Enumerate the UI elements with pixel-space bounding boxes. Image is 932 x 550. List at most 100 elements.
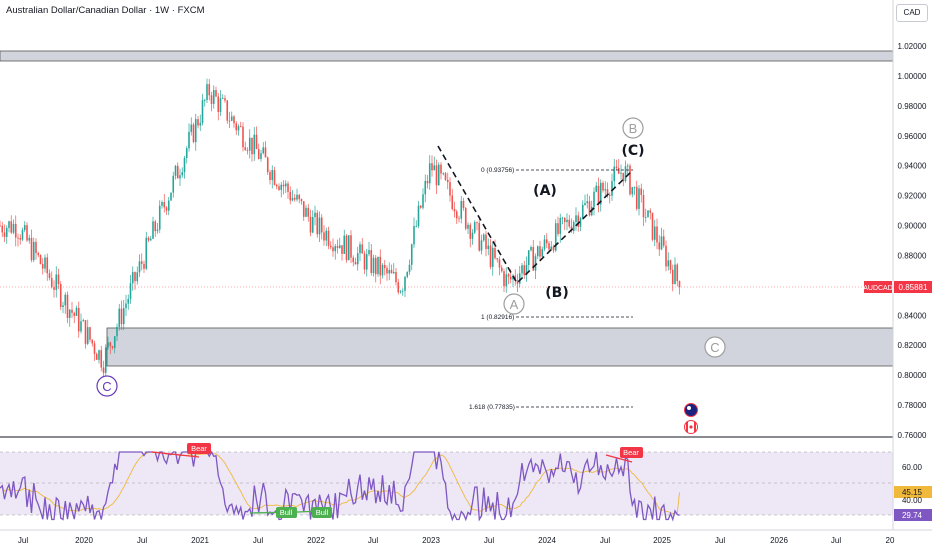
- candle-body: [120, 308, 123, 325]
- candle-body: [149, 238, 152, 241]
- candle-body: [122, 308, 125, 325]
- top-zone: [0, 50, 894, 62]
- currency-button[interactable]: CAD: [896, 4, 928, 22]
- candle-body: [14, 223, 17, 238]
- candle-body: [444, 173, 447, 180]
- bull-label-2: Bull: [312, 507, 332, 518]
- candle-body: [435, 165, 438, 186]
- candle-body: [156, 229, 159, 232]
- candle-body: [170, 192, 172, 201]
- candle-body: [212, 90, 215, 104]
- candle-body: [332, 247, 334, 252]
- candle-body: [471, 232, 474, 239]
- candle-body: [203, 99, 206, 101]
- candle-body: [381, 264, 384, 276]
- candle-body: [446, 179, 449, 183]
- candle-body: [613, 166, 616, 182]
- candle-body: [635, 186, 638, 209]
- au-flag-icon[interactable]: [684, 403, 698, 417]
- candle-body: [208, 84, 211, 96]
- candle-body: [638, 188, 640, 209]
- candle-body: [50, 278, 53, 288]
- candle-body: [251, 137, 253, 155]
- candle-body: [298, 194, 301, 200]
- price-tick-label: 0.82000: [898, 341, 927, 350]
- candle-body: [215, 90, 217, 97]
- candle-body: [48, 273, 51, 279]
- candle-body: [532, 246, 535, 271]
- candle-body: [284, 183, 287, 187]
- candle-body: [487, 245, 490, 250]
- candle-body: [188, 131, 190, 149]
- ca-flag-icon[interactable]: [684, 420, 698, 434]
- candle-body: [35, 241, 37, 253]
- candle-body: [575, 215, 577, 222]
- circle-label-c-future: C: [704, 336, 726, 358]
- rsi-tick-60: 60.00: [902, 463, 923, 472]
- candle-body: [152, 221, 154, 239]
- candle-body: [568, 219, 571, 227]
- candle-body: [98, 350, 100, 360]
- candle-body: [660, 236, 663, 250]
- candle-body: [399, 291, 402, 293]
- candle-body: [514, 275, 517, 281]
- candle-body: [566, 219, 568, 223]
- candle-body: [525, 264, 528, 276]
- price-tick-label: 0.78000: [898, 401, 927, 410]
- candle-body: [109, 342, 112, 347]
- bear-label-1: Bear: [187, 443, 211, 454]
- candle-body: [73, 312, 76, 316]
- price-tick-label: 0.98000: [898, 102, 927, 111]
- wave-label-a-paren: (A): [533, 183, 557, 199]
- svg-text:AUDCAD: AUDCAD: [863, 285, 893, 292]
- candle-body: [620, 172, 622, 174]
- candle-body: [359, 244, 361, 254]
- candle-body: [505, 274, 508, 287]
- price-tick-label: 0.80000: [898, 371, 927, 380]
- wave-label-b-paren: (B): [545, 285, 568, 301]
- candle-body: [431, 163, 433, 171]
- candle-body: [458, 218, 460, 220]
- time-tick-label: Jul: [137, 536, 147, 545]
- time-axis[interactable]: Jul 2020 Jul 2021 Jul 2022 Jul 2023 Jul 2024 Jul 20…: [18, 536, 895, 545]
- candle-body: [640, 188, 643, 195]
- candle-body: [275, 184, 278, 187]
- price-tick-label: 1.02000: [898, 42, 927, 51]
- candle-body: [334, 246, 337, 252]
- candle-body: [667, 260, 670, 267]
- candle-body: [388, 269, 391, 274]
- candle-body: [138, 261, 141, 273]
- candle-body: [318, 217, 321, 235]
- candle-body: [68, 309, 71, 318]
- candle-body: [167, 200, 170, 211]
- candle-body: [449, 182, 451, 196]
- price-axis[interactable]: 1.02000 1.00000 0.98000 0.96000 0.94000 0.920…: [898, 42, 927, 440]
- time-tick-label: Jul: [253, 536, 263, 545]
- price-tick-label: 0.76000: [898, 431, 927, 440]
- candle-body: [273, 170, 276, 185]
- fib-1618-label: 1.618 (0.77835): [469, 404, 515, 411]
- candle-body: [404, 276, 406, 291]
- candle-body: [503, 271, 505, 287]
- candle-body: [406, 271, 409, 277]
- fib-0-label: 0 (0.93756): [481, 167, 514, 174]
- svg-text:Bear: Bear: [623, 448, 639, 457]
- candle-body: [597, 185, 600, 205]
- time-tick-label: 2020: [75, 536, 93, 545]
- candle-body: [417, 205, 420, 226]
- candle-body: [305, 207, 307, 217]
- candle-body: [93, 343, 96, 354]
- candle-body: [278, 186, 280, 190]
- candle-body: [489, 245, 492, 267]
- circle-label-a: A: [503, 293, 525, 315]
- candle-body: [266, 157, 269, 173]
- candle-body: [644, 217, 647, 218]
- candle-body: [539, 246, 541, 257]
- candle-body: [541, 249, 544, 257]
- candle-body: [314, 212, 316, 218]
- candle-body: [453, 209, 456, 212]
- candle-body: [23, 225, 26, 231]
- time-tick-label: 2021: [191, 536, 209, 545]
- candle-body: [462, 200, 465, 209]
